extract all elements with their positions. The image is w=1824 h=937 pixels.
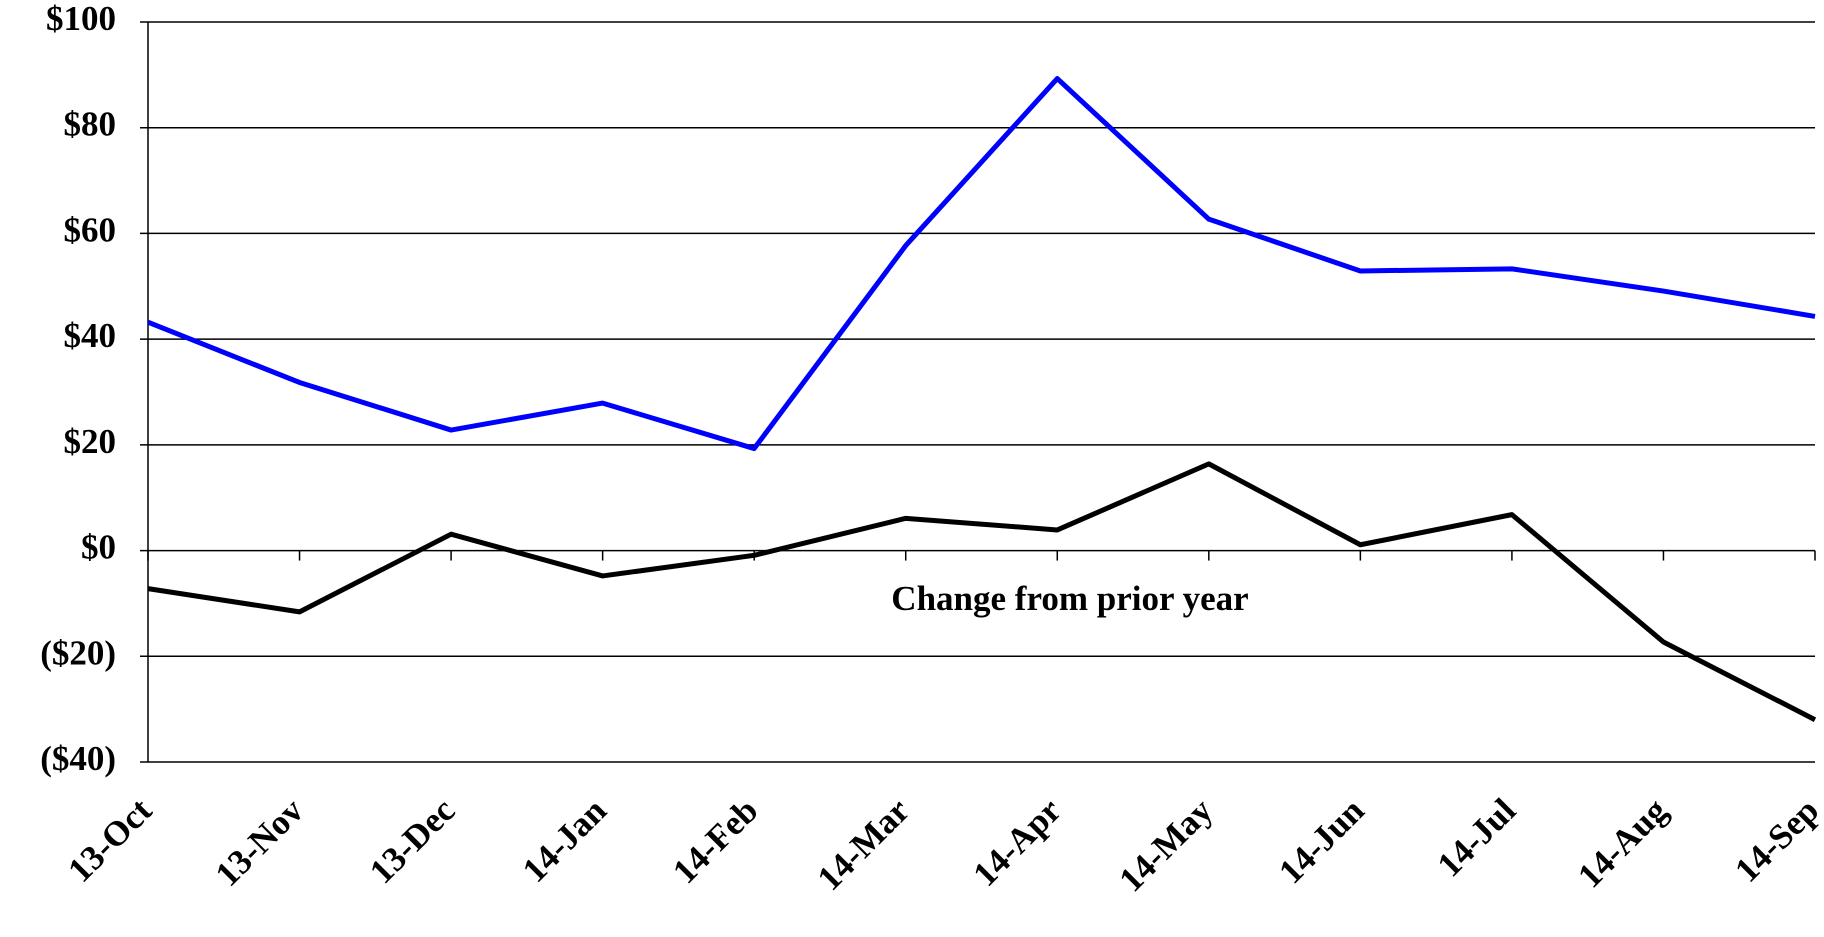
y-tick-label: $80	[64, 105, 117, 144]
y-tick-label: ($20)	[40, 633, 116, 672]
x-tick-label: 14-Mar	[810, 791, 917, 898]
x-tick-label: 14-May	[1111, 790, 1220, 899]
x-tick-label: 14-Sep	[1727, 791, 1824, 890]
y-tick-label: $0	[81, 528, 116, 567]
x-tick-label: 14-Jul	[1430, 791, 1524, 885]
data-line	[147, 76, 1816, 452]
y-tick-label: $20	[64, 422, 117, 461]
x-tick-label: 14-Apr	[965, 791, 1068, 894]
x-tick-label: 14-Jan	[515, 791, 614, 890]
x-tick-label: 13-Nov	[208, 790, 312, 894]
y-tick-label: $40	[64, 316, 117, 355]
x-tick-label: 14-Jun	[1271, 791, 1371, 891]
y-tick-label: $60	[64, 210, 117, 249]
annotation: Change from prior year	[891, 579, 1248, 618]
x-tick-label: 13-Oct	[60, 791, 159, 890]
x-tick-label: 13-Dec	[362, 791, 462, 891]
y-tick-label: ($40)	[40, 739, 116, 778]
data-line	[147, 461, 1817, 722]
y-tick-label: $100	[46, 0, 116, 38]
x-tick-label: 14-Feb	[665, 791, 765, 891]
x-tick-label: 14-Aug	[1570, 790, 1675, 895]
